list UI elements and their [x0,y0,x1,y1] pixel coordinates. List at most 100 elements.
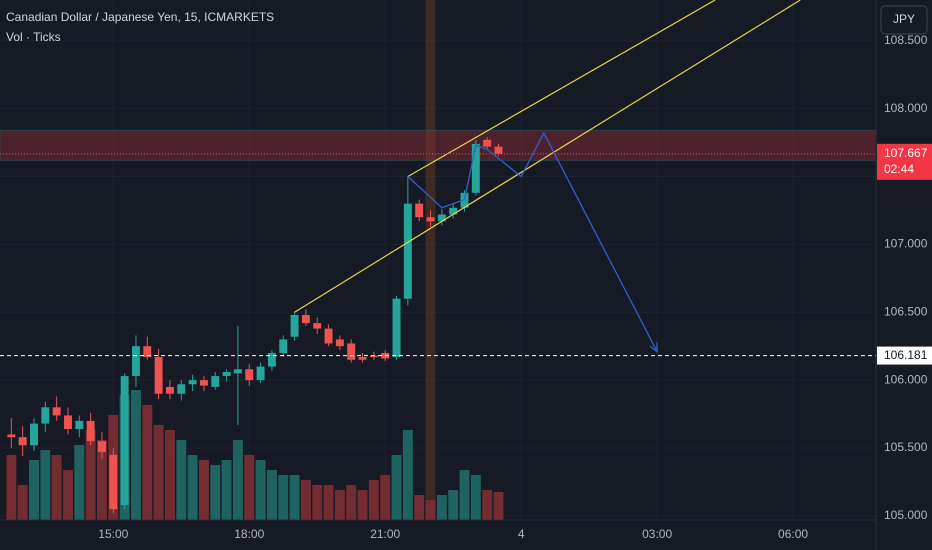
volume-bar [300,480,311,520]
x-tick-label: 03:00 [642,527,672,541]
volume-bar [6,455,17,520]
candle-body [109,454,118,510]
highlight-band [425,0,436,520]
candle-body [313,323,322,329]
candle-body [267,353,276,367]
candle-body [471,143,480,193]
chart-title: Canadian Dollar / Japanese Yen, 15, ICMA… [6,10,274,24]
candle-body [437,214,446,222]
candle-body [199,380,208,386]
volume-bar [210,465,221,520]
x-tick-label: 15:00 [98,527,128,541]
volume-bar [459,470,470,520]
x-tick-label: 21:00 [370,527,400,541]
resistance-zone [0,129,876,161]
volume-bar [470,475,481,520]
volume-bar [425,500,436,520]
volume-bar [130,390,141,520]
candle-body [483,139,492,147]
candle-body [369,355,378,358]
volume-bar [232,440,243,520]
price-label: 106.181 [884,348,928,362]
candle-body [120,376,129,506]
volume-bar [255,460,266,520]
y-tick-label: 107.000 [884,237,928,251]
candle-body [358,357,367,360]
x-tick-label: 06:00 [778,527,808,541]
volume-bar [482,490,493,520]
volume-bar [493,492,504,520]
candle-body [222,372,231,377]
candle-body [301,314,310,324]
volume-bar [198,460,209,520]
candle-body [245,369,254,381]
volume-bar [142,405,153,520]
candle-body [165,386,174,394]
candle-body [98,441,106,453]
candle-body [7,434,16,438]
channel-line [294,0,801,313]
candle-body [18,437,27,446]
volume-bar [312,485,323,520]
volume-bar [51,455,62,520]
currency-button[interactable] [880,5,928,35]
volume-bar [244,455,255,520]
channel-line [407,0,716,178]
y-tick-label: 108.000 [884,101,928,115]
volume-bar [368,480,379,520]
candle-body [41,407,50,424]
candle-body [415,203,424,218]
volume-bar [40,450,51,520]
axes: 105.000105.500106.000106.500107.000107.5… [98,33,932,541]
candle-body [52,407,61,416]
projection-path [407,131,658,352]
price-label-box [877,346,932,365]
volume-bar [164,430,175,520]
candle-body [279,339,288,354]
y-tick-label: 106.000 [884,372,928,386]
candle-body [30,423,38,446]
countdown-label: 02:44 [884,162,914,176]
y-tick-label: 106.500 [884,304,928,318]
volume-bar [176,440,187,520]
volume-bar [85,430,96,520]
volume-bar [391,455,402,520]
x-tick-label: 18:00 [234,527,264,541]
arrow-head [649,342,658,353]
candle-body [86,420,95,442]
plot-area [0,0,876,520]
volume-bar [153,425,164,520]
last-price-box [877,143,932,180]
volume-bar [29,460,39,520]
candle-body [177,384,186,394]
candle-body [131,346,140,377]
candle-body [335,339,344,347]
candle-body [324,328,333,344]
x-tick-label: 4 [518,527,525,541]
currency-label[interactable]: JPY [893,12,915,26]
volume-bar [436,495,447,520]
candle-body [143,346,152,358]
volume-bar [414,495,425,520]
candle-body [211,376,220,387]
grid [0,0,876,520]
volume-label: Vol · Ticks [6,30,61,44]
y-tick-label: 105.500 [884,440,928,454]
candle-body [256,366,265,381]
volume-bar [74,445,85,520]
volume-bar [380,475,391,520]
volume-bar [289,475,300,520]
volume-bar [97,440,107,520]
volume-bar [17,485,28,520]
volume-bar [334,490,345,520]
volume-bar [448,490,459,520]
candle-body [449,207,458,215]
volume-bar [187,455,198,520]
volume-bar [323,485,334,520]
y-tick-label: 108.500 [884,33,928,47]
volume-bar [357,490,368,520]
candle-body [347,343,356,360]
candle-body [64,415,72,430]
last-price-label: 107.667 [884,146,928,160]
